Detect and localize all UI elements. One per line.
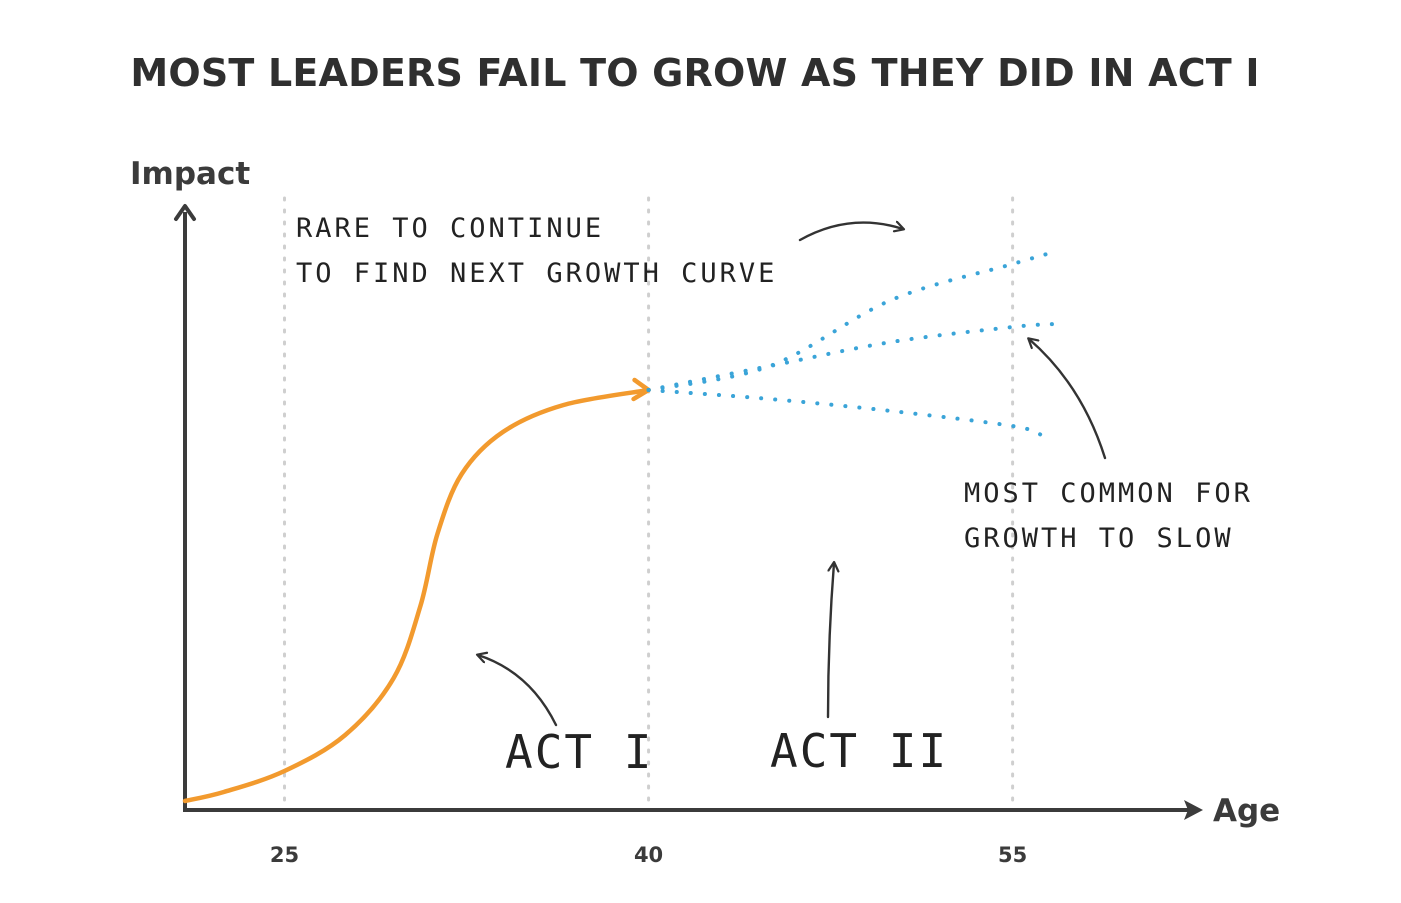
x-axis-label: Age [1213,793,1280,829]
annotation-rare-line-2: TO FIND NEXT GROWTH CURVE [296,258,777,289]
annotation-act-1-label: ACT I [505,725,653,779]
x-tick-label-55: 55 [998,843,1027,867]
annotation-act-2-arrow [826,563,834,719]
y-axis-label: Impact [130,156,250,192]
annotation-act-2: ACT II [770,563,948,778]
y-axis-arrow [174,204,196,221]
annotation-act-1: ACT I [478,655,653,779]
x-tick-label-40: 40 [634,843,663,867]
act-1-growth-curve [182,387,651,804]
annotation-common-arrow [1029,339,1107,460]
annotation-act-2-label: ACT II [770,724,948,778]
annotation-common: MOST COMMON FOR GROWTH TO SLOW [964,339,1253,554]
x-tick-labels: 25 40 55 [270,843,1027,867]
x-axis-arrow [1184,800,1203,820]
annotation-act-1-arrow [478,655,558,727]
x-tick-label-25: 25 [270,843,299,867]
projection-line-3 [646,388,1044,437]
grid [283,196,1015,808]
series [182,250,1056,804]
annotation-rare-line-1: RARE TO CONTINUE [296,213,604,244]
annotation-common-line-2: GROWTH TO SLOW [964,523,1234,554]
annotation-common-line-1: MOST COMMON FOR [964,478,1253,509]
chart-title: MOST LEADERS FAIL TO GROW AS THEY DID IN… [130,51,1259,95]
annotation-rare: RARE TO CONTINUE TO FIND NEXT GROWTH CUR… [296,213,903,289]
annotation-rare-arrow [798,223,903,242]
projection-line-2 [646,322,1056,392]
